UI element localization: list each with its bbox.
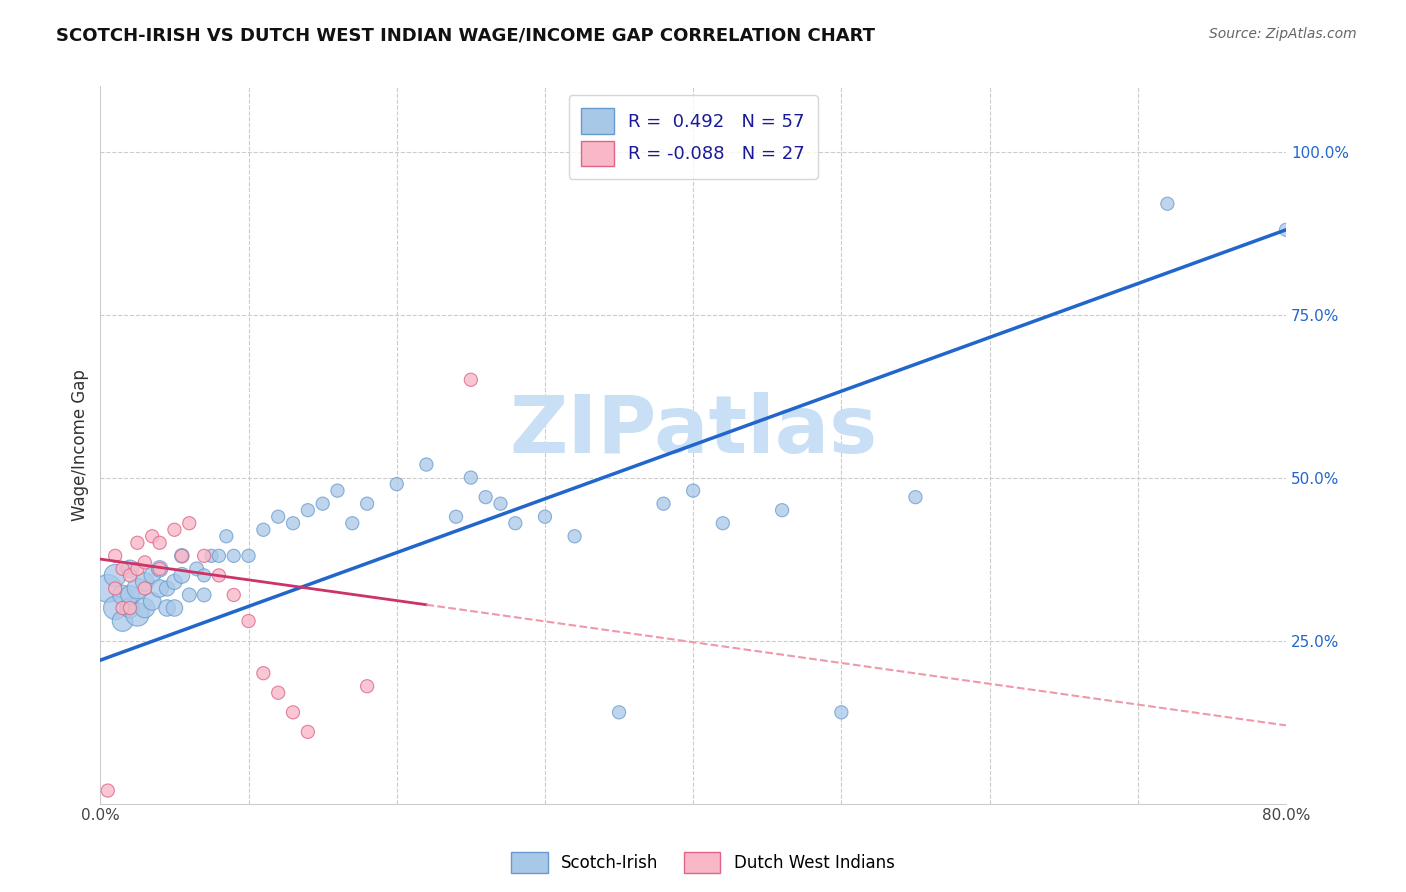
Point	[193, 588, 215, 602]
Point	[179, 588, 201, 602]
Point	[134, 601, 156, 615]
Point	[267, 686, 290, 700]
Point	[118, 601, 141, 615]
Point	[111, 562, 134, 576]
Point	[415, 458, 437, 472]
Point	[141, 568, 163, 582]
Point	[149, 562, 172, 576]
Point	[297, 725, 319, 739]
Point	[163, 574, 186, 589]
Point	[208, 549, 231, 563]
Point	[489, 497, 512, 511]
Point	[474, 490, 496, 504]
Point	[830, 706, 852, 720]
Point	[460, 470, 482, 484]
Point	[770, 503, 793, 517]
Point	[111, 614, 134, 628]
Point	[149, 536, 172, 550]
Point	[186, 562, 208, 576]
Point	[267, 509, 290, 524]
Point	[127, 562, 149, 576]
Point	[104, 582, 127, 596]
Point	[904, 490, 927, 504]
Point	[342, 516, 364, 531]
Point	[141, 529, 163, 543]
Point	[238, 614, 260, 628]
Point	[564, 529, 586, 543]
Legend: Scotch-Irish, Dutch West Indians: Scotch-Irish, Dutch West Indians	[505, 846, 901, 880]
Point	[170, 549, 193, 563]
Point	[127, 607, 149, 622]
Point	[311, 497, 333, 511]
Text: SCOTCH-IRISH VS DUTCH WEST INDIAN WAGE/INCOME GAP CORRELATION CHART: SCOTCH-IRISH VS DUTCH WEST INDIAN WAGE/I…	[56, 27, 876, 45]
Point	[111, 588, 134, 602]
Point	[134, 574, 156, 589]
Point	[1275, 223, 1298, 237]
Point	[252, 666, 274, 681]
Point	[208, 568, 231, 582]
Point	[356, 679, 378, 693]
Point	[215, 529, 238, 543]
Legend: R =  0.492   N = 57, R = -0.088   N = 27: R = 0.492 N = 57, R = -0.088 N = 27	[568, 95, 818, 179]
Point	[118, 601, 141, 615]
Point	[104, 601, 127, 615]
Point	[505, 516, 527, 531]
Point	[222, 588, 245, 602]
Point	[134, 555, 156, 569]
Point	[97, 582, 120, 596]
Point	[238, 549, 260, 563]
Point	[444, 509, 467, 524]
Point	[356, 497, 378, 511]
Point	[222, 549, 245, 563]
Point	[297, 503, 319, 517]
Point	[141, 594, 163, 608]
Point	[118, 588, 141, 602]
Point	[134, 582, 156, 596]
Point	[111, 601, 134, 615]
Point	[127, 536, 149, 550]
Point	[156, 601, 179, 615]
Point	[156, 582, 179, 596]
Point	[127, 582, 149, 596]
Text: Source: ZipAtlas.com: Source: ZipAtlas.com	[1209, 27, 1357, 41]
Point	[281, 516, 304, 531]
Point	[607, 706, 630, 720]
Point	[170, 549, 193, 563]
Point	[682, 483, 704, 498]
Point	[149, 562, 172, 576]
Point	[534, 509, 557, 524]
Point	[97, 783, 120, 797]
Point	[460, 373, 482, 387]
Point	[149, 582, 172, 596]
Point	[118, 562, 141, 576]
Y-axis label: Wage/Income Gap: Wage/Income Gap	[72, 369, 89, 521]
Point	[118, 568, 141, 582]
Point	[385, 477, 408, 491]
Point	[252, 523, 274, 537]
Point	[1156, 196, 1178, 211]
Point	[104, 568, 127, 582]
Point	[281, 706, 304, 720]
Text: ZIPatlas: ZIPatlas	[509, 392, 877, 470]
Point	[163, 601, 186, 615]
Point	[163, 523, 186, 537]
Point	[193, 568, 215, 582]
Point	[193, 549, 215, 563]
Point	[200, 549, 222, 563]
Point	[326, 483, 349, 498]
Point	[711, 516, 734, 531]
Point	[170, 568, 193, 582]
Point	[179, 516, 201, 531]
Point	[104, 549, 127, 563]
Point	[652, 497, 675, 511]
